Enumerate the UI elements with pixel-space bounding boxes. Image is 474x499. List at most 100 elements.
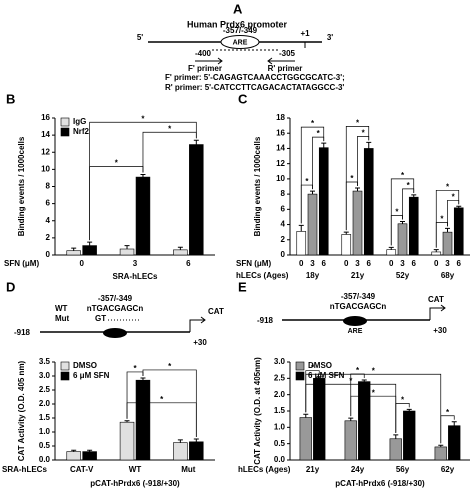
- group-label: 52y: [396, 271, 410, 280]
- y-axis-label: Binding events / 1000cells: [253, 136, 262, 236]
- f-seq: F' primer: 5'-CAGAGTCAAACCTGGCGCATC-3';: [165, 73, 345, 82]
- error-bar: [316, 376, 322, 379]
- legend-swatch: [60, 127, 70, 137]
- x-tick-label: CAT-V: [70, 465, 94, 474]
- legend-label: DMSO: [73, 361, 97, 370]
- y-axis-label: CAT Activity (O.D. at 405nm): [253, 357, 262, 465]
- end: +30: [433, 326, 447, 335]
- error-bar: [140, 377, 146, 381]
- r-label: R' primer: [268, 64, 303, 73]
- error-bar: [71, 247, 77, 251]
- bar: [453, 207, 464, 256]
- y-tick-label: 10: [41, 164, 50, 173]
- significance-mark: *: [160, 395, 164, 404]
- bar: [135, 379, 151, 461]
- error-bar: [406, 408, 412, 411]
- x-tick-label: 21y: [306, 465, 320, 474]
- significance-mark: *: [115, 159, 119, 168]
- error-bar: [140, 174, 146, 178]
- construct-e: -918 +30 CAT ARE -357/-349 nTGACGAGCn: [257, 292, 447, 335]
- error-bar: [433, 249, 439, 252]
- significance-mark: *: [440, 214, 444, 223]
- y-tick-label: 4: [46, 216, 51, 225]
- panel-a: A Human Prdx6 promoter 5' 3' +1 -357/-34…: [137, 1, 345, 92]
- error-bar: [87, 449, 93, 452]
- row-label: SFN (μM): [4, 259, 39, 268]
- significance-mark: *: [362, 128, 366, 137]
- construct-d: -918 +30 CAT -357/-349 WT Mut nTGACGAGCn…: [14, 294, 224, 347]
- legend-swatch: [60, 361, 70, 371]
- error-bar: [71, 449, 77, 452]
- bar: [431, 251, 442, 256]
- r-pos: -305: [279, 49, 296, 58]
- bar: [408, 196, 419, 256]
- y-tick-label: 1.5: [274, 406, 286, 415]
- r-seq: R' primer: 5'-CATCCTTCAGACACTATAGGCC-3': [165, 83, 344, 92]
- bar: [352, 190, 363, 256]
- cat-arrow: [429, 304, 446, 320]
- y-tick-label: 1.0: [274, 422, 286, 431]
- significance-mark: *: [350, 174, 354, 183]
- error-bar: [310, 190, 315, 195]
- x-tick-label: 62y: [441, 465, 455, 474]
- significance-mark: *: [446, 408, 450, 417]
- significance-mark: *: [407, 181, 411, 190]
- x-tick-label: 3: [310, 259, 315, 268]
- are-ellipse: [343, 316, 367, 326]
- panel-label: C: [238, 91, 248, 106]
- error-bar: [193, 438, 199, 442]
- significance-bracket: [345, 126, 370, 231]
- significance-mark: *: [356, 118, 360, 127]
- x-tick-label: 3: [400, 259, 405, 268]
- x-tick-label: 24y: [351, 465, 365, 474]
- start: -918: [14, 328, 31, 337]
- x-tick-label: WT: [129, 465, 142, 474]
- significance-mark: *: [133, 364, 137, 373]
- significance-bracket: [435, 189, 460, 248]
- significance-mark: *: [401, 395, 405, 404]
- error-bar: [451, 421, 457, 426]
- are-ellipse: [220, 35, 260, 49]
- significance-mark: *: [317, 129, 321, 138]
- site: -357/-349: [98, 294, 133, 303]
- bar: [313, 378, 326, 461]
- wt: WT: [55, 304, 68, 313]
- y-tick-label: 12: [41, 147, 50, 156]
- y-tick-label: 0.5: [39, 441, 51, 450]
- y-tick-label: 12: [276, 159, 285, 168]
- x-tick-label: 3: [445, 259, 450, 268]
- error-bar: [456, 205, 462, 208]
- r-arrow: [267, 57, 295, 65]
- error-bar: [124, 245, 130, 250]
- bar: [299, 417, 312, 461]
- bar: [119, 421, 135, 461]
- significance-mark: *: [311, 363, 315, 372]
- site: -357/-349: [223, 26, 258, 35]
- legend-swatch: [295, 371, 305, 381]
- error-bar: [177, 246, 183, 250]
- panel-label: E: [238, 279, 247, 294]
- legend-swatch: [295, 361, 305, 371]
- x-tick-label: 0: [389, 259, 394, 268]
- bar: [173, 249, 188, 256]
- error-bar: [193, 139, 199, 145]
- y-tick-label: 8: [46, 182, 51, 191]
- error-bar: [388, 246, 394, 250]
- bar: [66, 250, 81, 256]
- x-tick-label: 0: [434, 259, 439, 268]
- tss: +1: [300, 29, 310, 38]
- significance-bracket: [89, 121, 197, 241]
- y-tick-label: 0.5: [274, 439, 286, 448]
- error-bar: [361, 379, 367, 382]
- y-tick-label: 14: [276, 144, 285, 153]
- legend-label: 6 μM SFN: [308, 371, 345, 380]
- significance-mark: *: [168, 124, 172, 133]
- y-tick-label: 0: [46, 250, 51, 259]
- f-pos: -400: [195, 49, 212, 58]
- group-label: 68y: [441, 271, 455, 280]
- y-tick-label: 2: [281, 235, 286, 244]
- significance-mark: *: [395, 208, 399, 217]
- legend-swatch: [60, 371, 70, 381]
- significance-mark: *: [168, 362, 172, 371]
- reporter: CAT: [208, 307, 224, 316]
